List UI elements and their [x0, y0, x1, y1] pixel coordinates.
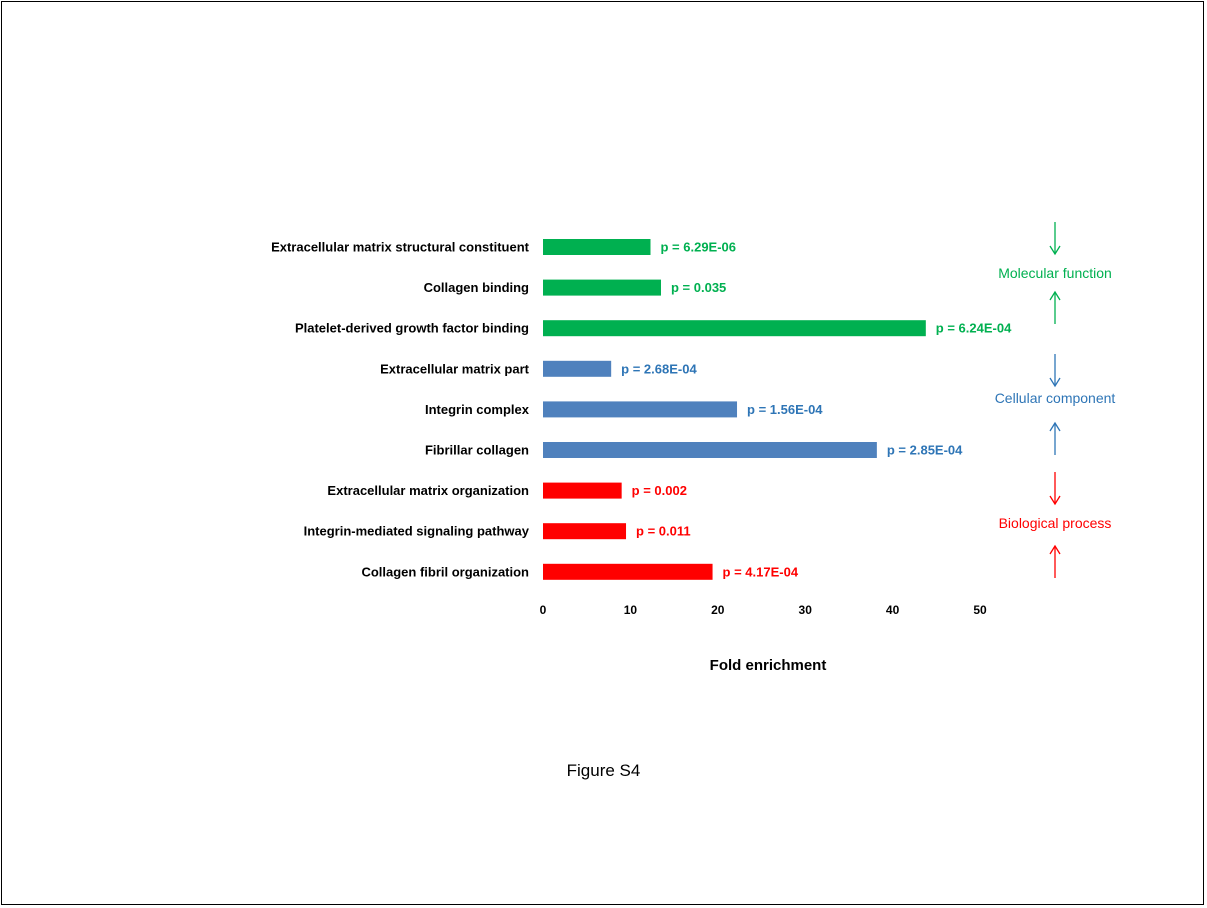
- bar: [543, 442, 877, 458]
- category-label: Collagen binding: [424, 280, 529, 295]
- bar: [543, 482, 622, 499]
- x-axis-label: Fold enrichment: [710, 657, 827, 674]
- p-value-label: p = 0.035: [671, 280, 726, 295]
- category-label: Collagen fibril organization: [361, 564, 529, 579]
- category-label: Platelet-derived growth factor binding: [295, 321, 529, 336]
- group-label: Molecular function: [998, 265, 1112, 281]
- figure-caption: Figure S4: [566, 761, 641, 780]
- category-label: Integrin complex: [425, 402, 530, 417]
- group-label: Cellular component: [995, 390, 1116, 406]
- bar: [543, 523, 627, 540]
- p-value-labels: p = 6.29E-06 p = 0.035 p = 6.24E-04 p = 2.6…: [621, 240, 1012, 580]
- x-axis-ticks: 0 10 20 30 40 50: [540, 603, 987, 617]
- down-arrow-icon: [1049, 377, 1061, 388]
- bar: [543, 239, 651, 255]
- p-value-label: p = 1.56E-04: [747, 402, 823, 417]
- group-label: Biological process: [999, 515, 1112, 531]
- tick-label: 30: [799, 603, 813, 617]
- p-value-label: p = 6.29E-06: [661, 240, 737, 255]
- down-arrow-icon: [1049, 245, 1061, 256]
- up-arrow-icon: [1049, 544, 1061, 555]
- bars: [543, 239, 926, 580]
- bar: [543, 320, 926, 337]
- p-value-label: p = 4.17E-04: [723, 564, 799, 579]
- category-label: Fibrillar collagen: [425, 443, 529, 458]
- bar: [543, 279, 661, 296]
- tick-label: 10: [624, 603, 638, 617]
- category-label: Integrin-mediated signaling pathway: [304, 524, 530, 539]
- tick-label: 50: [973, 603, 987, 617]
- bar: [543, 360, 612, 377]
- category-label: Extracellular matrix structural constitu…: [271, 240, 530, 255]
- p-value-label: p = 0.011: [636, 524, 691, 539]
- category-labels: Extracellular matrix structural constitu…: [271, 240, 530, 580]
- down-arrow-icon: [1049, 495, 1061, 506]
- category-label: Extracellular matrix part: [380, 361, 530, 376]
- p-value-label: p = 6.24E-04: [936, 321, 1012, 336]
- p-value-label: p = 2.68E-04: [621, 361, 697, 376]
- tick-label: 40: [886, 603, 900, 617]
- bar: [543, 401, 738, 418]
- p-value-label: p = 2.85E-04: [887, 443, 963, 458]
- bar: [543, 563, 713, 580]
- group-annotations: Molecular function Cellular component Biol…: [995, 222, 1116, 578]
- tick-label: 0: [540, 603, 547, 617]
- category-label: Extracellular matrix organization: [327, 483, 529, 498]
- tick-label: 20: [711, 603, 725, 617]
- up-arrow-icon: [1049, 290, 1061, 301]
- up-arrow-icon: [1049, 421, 1061, 432]
- p-value-label: p = 0.002: [632, 483, 687, 498]
